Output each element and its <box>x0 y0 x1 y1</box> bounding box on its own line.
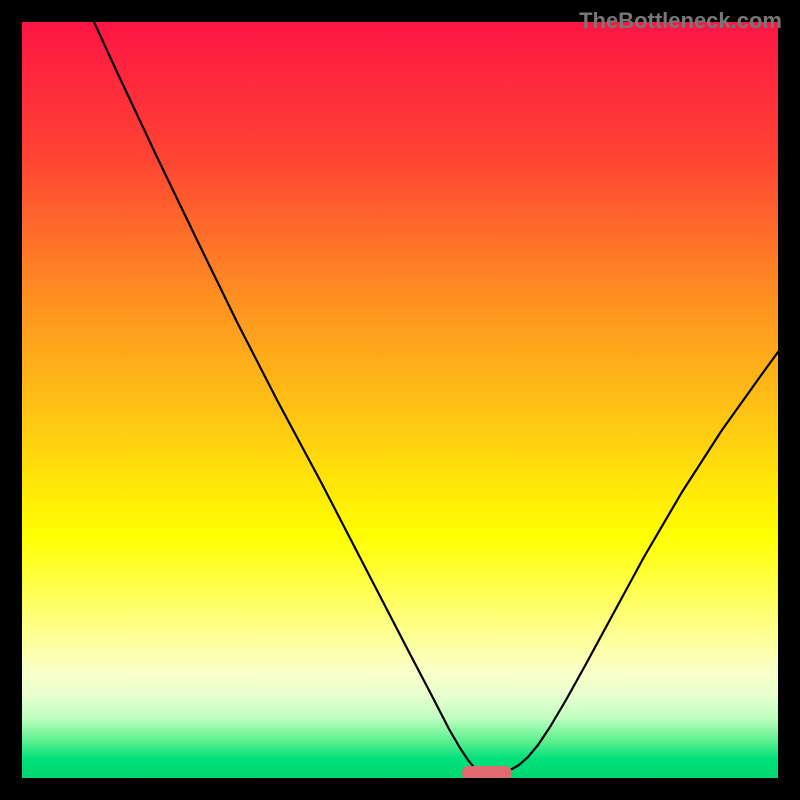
optimum-marker <box>462 766 512 778</box>
watermark-text: TheBottleneck.com <box>579 8 782 34</box>
plot-area <box>22 22 778 778</box>
bottleneck-curve <box>22 22 778 778</box>
